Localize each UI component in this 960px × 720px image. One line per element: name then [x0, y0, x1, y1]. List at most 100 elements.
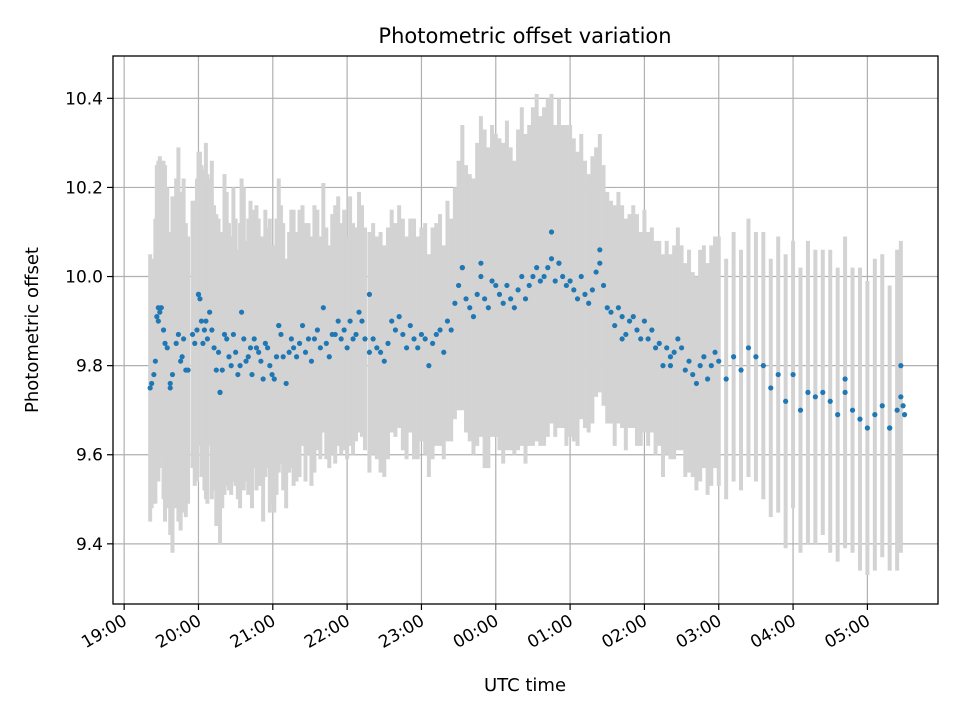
- data-point: [411, 336, 417, 342]
- data-point: [493, 282, 499, 289]
- y-tick-label: 9.6: [76, 446, 103, 466]
- data-point: [175, 331, 182, 338]
- data-point: [305, 336, 312, 342]
- data-point: [872, 412, 878, 418]
- data-point: [441, 349, 447, 355]
- data-point: [660, 363, 666, 369]
- data-point: [463, 296, 469, 302]
- data-point: [332, 331, 338, 338]
- data-point: [366, 291, 373, 297]
- data-point: [857, 416, 863, 422]
- data-point: [482, 296, 488, 302]
- data-point: [697, 363, 703, 369]
- data-point: [403, 345, 410, 351]
- data-point: [567, 278, 573, 284]
- data-point: [151, 371, 157, 378]
- data-point: [237, 363, 243, 369]
- data-point: [537, 278, 543, 284]
- data-point: [701, 354, 707, 360]
- data-point: [280, 354, 286, 360]
- data-point: [392, 327, 399, 333]
- data-point: [291, 345, 297, 351]
- data-point: [353, 331, 359, 338]
- data-point: [500, 300, 506, 306]
- data-point: [478, 260, 484, 266]
- data-point: [600, 282, 607, 289]
- data-point: [209, 327, 215, 333]
- data-point: [864, 425, 870, 431]
- data-point: [541, 273, 547, 280]
- data-point: [251, 336, 257, 342]
- y-tick-label: 9.8: [76, 357, 103, 377]
- data-point: [900, 403, 906, 409]
- data-point: [215, 349, 222, 355]
- data-point: [299, 322, 306, 329]
- data-point: [745, 345, 752, 351]
- data-point: [574, 296, 581, 302]
- data-point: [519, 273, 525, 280]
- data-point: [626, 318, 633, 324]
- chart-title: Photometric offset variation: [378, 24, 671, 48]
- data-point: [155, 305, 161, 311]
- data-point: [201, 327, 208, 333]
- data-point: [704, 376, 711, 382]
- data-point: [221, 331, 228, 338]
- data-point: [278, 331, 284, 338]
- data-point: [219, 367, 225, 373]
- data-point: [230, 331, 237, 338]
- data-point: [630, 314, 636, 320]
- data-point: [887, 425, 893, 431]
- data-point: [842, 376, 848, 382]
- data-point: [197, 296, 203, 302]
- data-point: [189, 331, 196, 338]
- data-point: [154, 314, 160, 320]
- data-point: [264, 345, 271, 351]
- data-point: [362, 336, 368, 342]
- data-point: [155, 318, 161, 324]
- data-point: [667, 354, 674, 360]
- data-point: [645, 336, 651, 342]
- data-point: [235, 371, 241, 378]
- data-point: [228, 363, 234, 369]
- data-point: [149, 380, 155, 387]
- data-point: [429, 340, 436, 346]
- data-point: [194, 327, 200, 333]
- data-point: [693, 380, 700, 387]
- data-point: [556, 260, 562, 266]
- data-point: [437, 327, 443, 333]
- data-point: [504, 282, 510, 289]
- data-point: [901, 412, 908, 418]
- data-point: [571, 287, 577, 293]
- data-point: [211, 345, 217, 351]
- y-tick-label: 10.0: [65, 268, 103, 288]
- x-axis-label: UTC time: [484, 675, 566, 696]
- data-point: [226, 354, 232, 360]
- data-point: [675, 336, 681, 342]
- data-point: [164, 345, 170, 351]
- data-point: [522, 296, 529, 302]
- data-point: [181, 336, 187, 342]
- data-point: [444, 318, 451, 324]
- data-point: [433, 331, 439, 338]
- data-point: [619, 336, 625, 342]
- data-point: [511, 305, 517, 311]
- data-point: [474, 291, 480, 297]
- data-point: [152, 358, 158, 364]
- data-point: [768, 385, 774, 391]
- data-point: [147, 385, 153, 391]
- data-point: [448, 327, 454, 333]
- data-point: [459, 265, 465, 271]
- data-point: [898, 394, 904, 400]
- data-point: [827, 398, 833, 404]
- data-point: [359, 318, 365, 324]
- data-point: [708, 363, 714, 369]
- data-point: [842, 389, 848, 395]
- data-point: [344, 345, 350, 351]
- data-point: [169, 371, 176, 378]
- data-point: [638, 336, 644, 342]
- data-point: [317, 345, 323, 351]
- data-point: [667, 363, 674, 369]
- data-point: [338, 336, 344, 342]
- data-point: [217, 389, 223, 395]
- y-tick-label: 10.4: [65, 89, 103, 109]
